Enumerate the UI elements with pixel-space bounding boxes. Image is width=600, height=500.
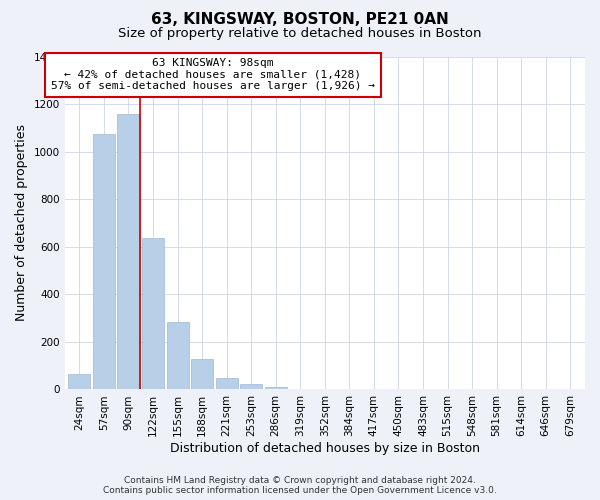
- Bar: [68, 374, 91, 390]
- Bar: [240, 384, 262, 390]
- X-axis label: Distribution of detached houses by size in Boston: Distribution of detached houses by size …: [170, 442, 480, 455]
- Bar: [215, 378, 238, 390]
- Bar: [142, 238, 164, 390]
- Y-axis label: Number of detached properties: Number of detached properties: [15, 124, 28, 322]
- Text: Size of property relative to detached houses in Boston: Size of property relative to detached ho…: [118, 28, 482, 40]
- Text: Contains HM Land Registry data © Crown copyright and database right 2024.
Contai: Contains HM Land Registry data © Crown c…: [103, 476, 497, 495]
- Bar: [265, 386, 287, 390]
- Text: 63, KINGSWAY, BOSTON, PE21 0AN: 63, KINGSWAY, BOSTON, PE21 0AN: [151, 12, 449, 28]
- Bar: [191, 358, 213, 390]
- Text: 63 KINGSWAY: 98sqm
← 42% of detached houses are smaller (1,428)
57% of semi-deta: 63 KINGSWAY: 98sqm ← 42% of detached hou…: [51, 58, 375, 92]
- Bar: [118, 114, 140, 390]
- Bar: [93, 134, 115, 390]
- Bar: [167, 322, 188, 390]
